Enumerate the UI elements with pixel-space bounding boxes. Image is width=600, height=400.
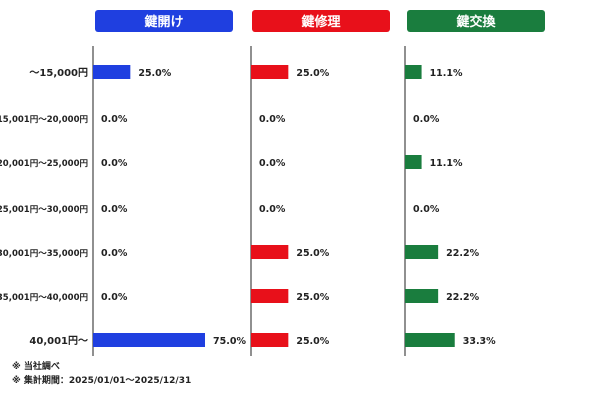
series-header-1	[95, 10, 233, 32]
category-label: 25,001円～30,000円	[0, 205, 88, 215]
footnote-source: ※ 当社調べ	[12, 362, 60, 372]
footnotes: ※ 当社調べ ※ 集計期間：2025/01/01～2025/12/31	[12, 360, 191, 388]
bar	[251, 245, 289, 259]
data-label: 0.0%	[413, 204, 440, 215]
bar	[251, 65, 289, 79]
series-name: 鍵交換	[456, 14, 496, 30]
data-label: 25.0%	[296, 292, 329, 303]
series-name: 鍵開け	[144, 14, 183, 30]
footnote-period: ※ 集計期間：2025/01/01～2025/12/31	[12, 376, 192, 386]
data-label: 0.0%	[101, 158, 128, 169]
bar	[405, 245, 439, 259]
data-label: 0.0%	[101, 114, 128, 125]
category-label: 35,001円～40,000円	[0, 293, 88, 303]
category-label: 15,001円～20,000円	[0, 115, 88, 125]
data-label: 0.0%	[413, 114, 440, 125]
bar	[93, 65, 131, 79]
category-label: 30,001円～35,000円	[0, 249, 88, 259]
data-label: 22.2%	[446, 248, 479, 259]
category-label: 40,001円～	[29, 335, 88, 347]
series-header-3	[407, 10, 545, 32]
series-name: 鍵修理	[301, 14, 340, 30]
data-label: 75.0%	[213, 336, 246, 347]
data-label: 0.0%	[259, 114, 286, 125]
bar	[405, 65, 422, 79]
bar	[251, 289, 289, 303]
bar	[405, 333, 455, 347]
series-header-2	[252, 10, 390, 32]
category-label: ～15,000円	[29, 67, 88, 79]
data-label: 0.0%	[101, 248, 128, 259]
data-label: 0.0%	[101, 204, 128, 215]
data-label: 11.1%	[430, 158, 463, 169]
data-label: 25.0%	[296, 248, 329, 259]
data-label: 25.0%	[296, 68, 329, 79]
data-label: 0.0%	[101, 292, 128, 303]
category-label: 20,001円～25,000円	[0, 159, 88, 169]
data-label: 0.0%	[259, 204, 286, 215]
bar	[405, 289, 439, 303]
bar	[405, 155, 422, 169]
bar	[251, 333, 289, 347]
data-label: 0.0%	[259, 158, 286, 169]
data-label: 22.2%	[446, 292, 479, 303]
data-label: 33.3%	[463, 336, 496, 347]
data-label: 25.0%	[138, 68, 171, 79]
bar	[93, 333, 205, 347]
data-label: 25.0%	[296, 336, 329, 347]
data-label: 11.1%	[430, 68, 463, 79]
